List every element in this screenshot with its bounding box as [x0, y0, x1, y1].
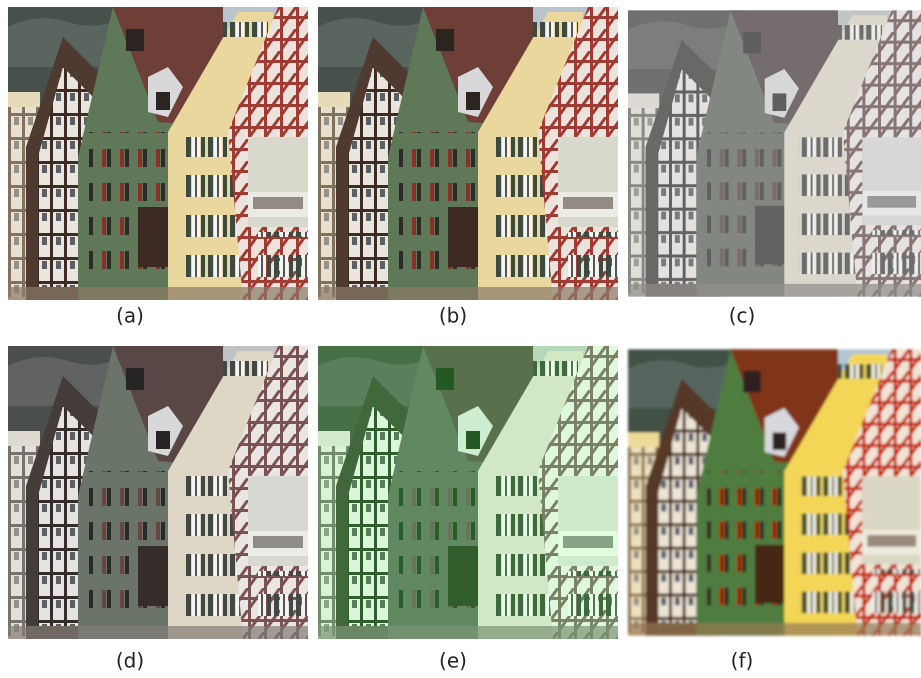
- panel-a: [8, 7, 308, 300]
- panel-f: [628, 349, 921, 636]
- panel-b: [318, 7, 618, 300]
- panel-d: [8, 346, 308, 639]
- caption: (c): [729, 304, 756, 328]
- panel-c: [628, 10, 921, 297]
- caption: (d): [116, 649, 144, 673]
- caption: (e): [439, 649, 467, 673]
- caption: (a): [116, 304, 144, 328]
- caption: (b): [439, 304, 467, 328]
- panel-e: [318, 346, 618, 639]
- caption: (f): [731, 649, 754, 673]
